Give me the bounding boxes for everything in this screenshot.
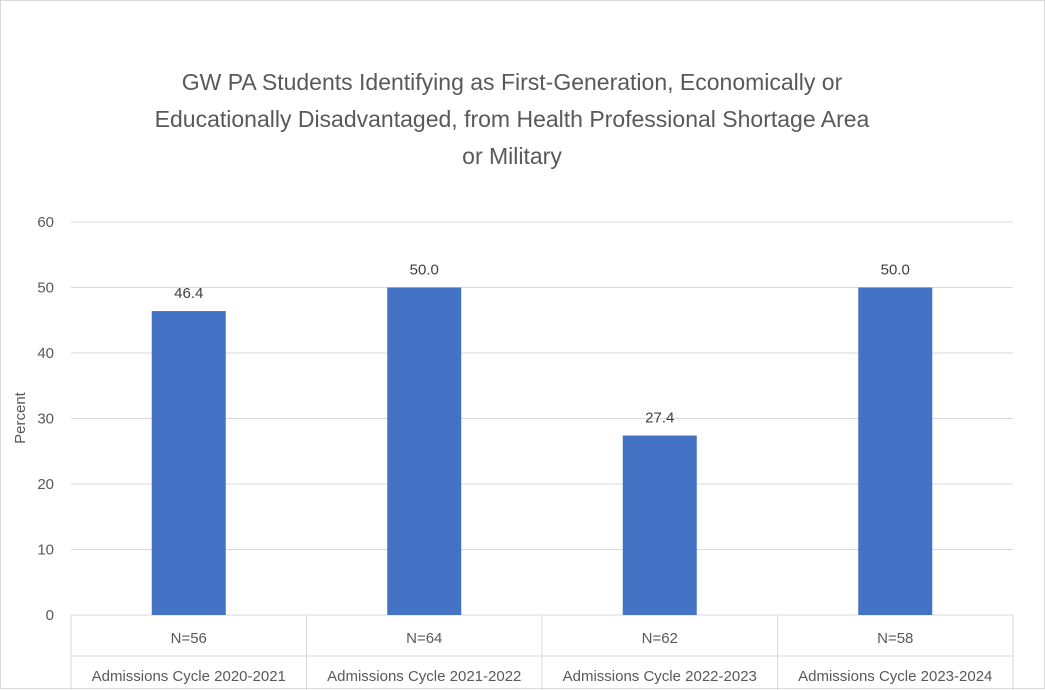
category-label: Admissions Cycle 2020-2021 [92,668,286,685]
chart-title: GW PA Students Identifying as First-Gene… [155,69,870,169]
data-label: 50.0 [881,262,910,279]
y-tick-labels: 0 10 20 30 40 50 60 [37,214,54,624]
category-label: Admissions Cycle 2021-2022 [327,668,521,685]
y-tick-label: 60 [37,214,54,231]
bars [151,287,933,615]
bar [858,287,933,615]
category-label: Admissions Cycle 2023-2024 [798,668,992,685]
category-sublabel: N=58 [877,630,913,647]
bar [387,287,462,615]
y-tick-label: 50 [37,280,54,297]
data-label: 46.4 [174,285,203,302]
y-tick-label: 20 [37,476,54,493]
data-labels: 46.4 50.0 27.4 50.0 [174,262,910,427]
category-sublabel: N=56 [171,630,207,647]
bar [151,311,226,615]
chart-title-line-1: GW PA Students Identifying as First-Gene… [182,69,843,95]
chart-title-line-3: or Military [462,143,562,169]
data-label: 50.0 [410,262,439,279]
y-axis-title: Percent [12,391,29,444]
data-label: 27.4 [645,410,674,427]
y-tick-label: 40 [37,345,54,362]
gridlines [71,221,1013,616]
category-sublabel: N=64 [406,630,442,647]
chart-title-line-2: Educationally Disadvantaged, from Health… [155,106,870,132]
category-sublabel: N=62 [642,630,678,647]
category-axis: N=56 N=64 N=62 N=58 Admissions Cycle 2020-20… [70,615,1014,690]
category-label: Admissions Cycle 2022-2023 [563,668,757,685]
y-tick-label: 0 [46,607,54,624]
bar [622,435,697,615]
y-tick-label: 30 [37,411,54,428]
y-tick-label: 10 [37,542,54,559]
